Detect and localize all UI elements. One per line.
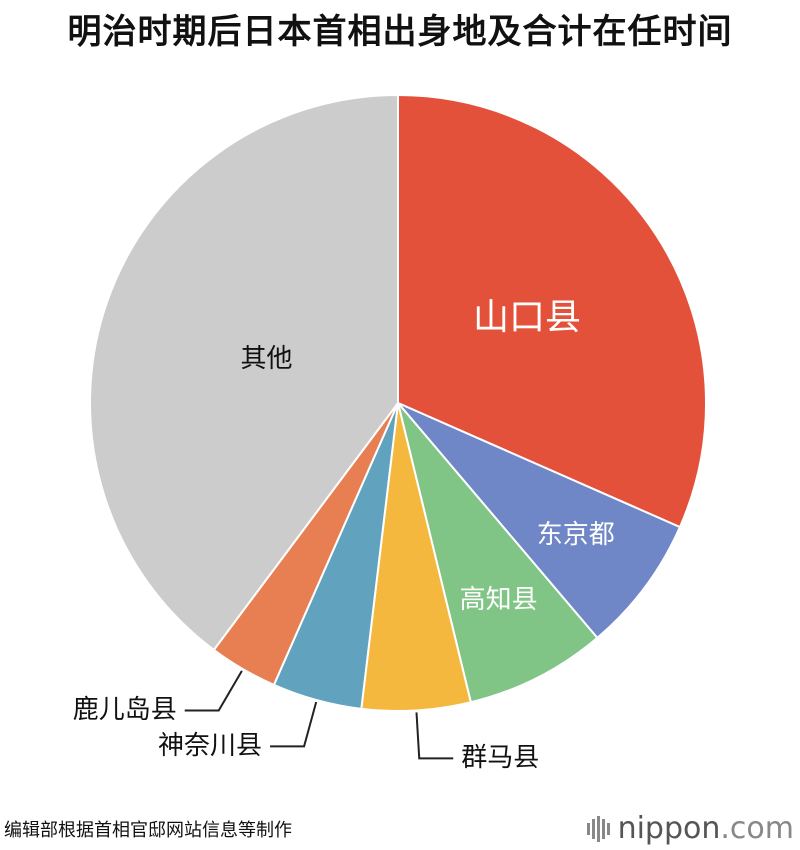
logo-bars-icon xyxy=(586,815,610,842)
pie-label-2: 高知县 xyxy=(460,585,538,615)
nippon-logo[interactable]: nippon .com xyxy=(586,811,794,846)
pie-label-5: 鹿儿岛县 xyxy=(73,695,177,725)
pie-slice-0 xyxy=(397,93,707,529)
leader-line-5 xyxy=(184,670,243,712)
pie-label-0: 山口县 xyxy=(473,297,581,338)
chart-title: 明治时期后日本首相出身地及合计在任时间 xyxy=(67,12,733,52)
pie-label-3: 群马县 xyxy=(461,743,539,773)
leader-line-3 xyxy=(415,712,454,760)
source-note: 编辑部根据首相官邸网站信息等制作 xyxy=(4,820,292,841)
pie-label-1: 东京都 xyxy=(537,520,615,550)
pie-slice-6 xyxy=(89,93,399,652)
logo-name: nippon xyxy=(617,811,721,846)
pie-slice-2 xyxy=(397,402,599,704)
pie-slice-1 xyxy=(397,402,682,640)
pie-label-6: 其他 xyxy=(240,344,292,374)
pie-label-4: 神奈川县 xyxy=(158,731,262,761)
leader-line-4 xyxy=(270,701,318,748)
logo-domain: .com xyxy=(720,811,794,846)
